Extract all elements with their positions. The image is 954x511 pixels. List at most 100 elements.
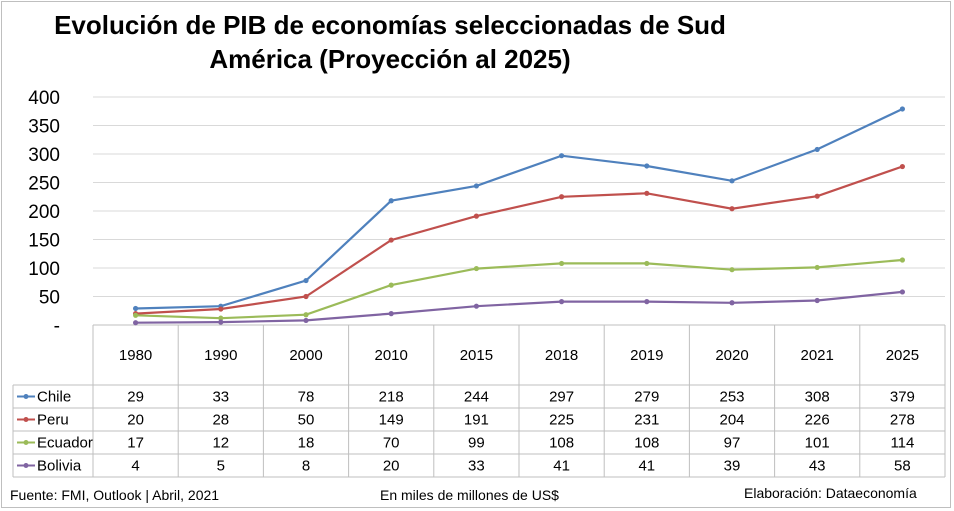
data-point-chile (559, 153, 565, 159)
data-point-ecuador (644, 260, 650, 267)
table-value: 225 (549, 412, 574, 429)
legend-label: Bolivia (37, 458, 82, 475)
data-point-ecuador (218, 315, 224, 321)
data-point-ecuador (729, 267, 735, 273)
table-value: 149 (379, 412, 404, 429)
table-value: 18 (298, 435, 315, 452)
series-line-chile (135, 108, 903, 310)
table-value: 253 (719, 389, 744, 406)
x-category-label: 2021 (801, 347, 834, 364)
data-point-peru (644, 190, 650, 196)
table-value: 99 (468, 435, 485, 452)
table-value: 226 (805, 412, 830, 429)
table-value: 218 (379, 389, 404, 406)
table-value: 279 (634, 389, 659, 406)
y-tick-label: 350 (28, 117, 60, 138)
data-point-chile (303, 277, 309, 284)
data-point-bolivia (559, 299, 565, 305)
table-value: 278 (890, 412, 915, 429)
y-tick-label: 200 (28, 202, 60, 223)
unit-note: En miles de millones de US$ (380, 487, 559, 503)
table-value: 78 (298, 389, 315, 406)
series-line-peru (135, 165, 903, 315)
legend-key-marker (23, 440, 29, 445)
data-point-bolivia (303, 317, 309, 324)
table-value: 58 (894, 458, 911, 475)
y-tick-label: 300 (28, 145, 60, 166)
series-line-bolivia (135, 290, 903, 324)
table-value: 108 (634, 435, 659, 452)
table-value: 4 (131, 458, 139, 475)
table-value: 244 (464, 389, 489, 406)
table-value: 20 (383, 458, 400, 475)
data-point-ecuador (559, 260, 565, 267)
data-point-peru (473, 213, 479, 219)
legend-key-marker (23, 463, 29, 468)
data-point-chile (899, 106, 906, 112)
data-point-chile (473, 183, 479, 189)
data-point-chile (729, 178, 735, 184)
y-tick-label: 250 (28, 174, 60, 195)
table-value: 114 (890, 435, 914, 452)
table-value: 20 (127, 412, 144, 429)
table-value: 43 (809, 458, 826, 475)
legend-key-marker (23, 394, 29, 399)
table-value: 101 (805, 435, 830, 452)
x-category-label: 2015 (460, 347, 493, 364)
table-value: 41 (638, 458, 655, 475)
table-value: 297 (549, 389, 574, 406)
x-category-label: 2020 (715, 347, 748, 364)
table-value: 97 (724, 435, 741, 452)
table-value: 5 (217, 458, 225, 475)
x-category-label: 1980 (119, 347, 152, 364)
table-value: 191 (464, 412, 489, 429)
data-point-ecuador (473, 265, 479, 272)
data-point-bolivia (218, 319, 224, 325)
data-point-chile (814, 146, 820, 153)
data-point-bolivia (388, 311, 394, 317)
data-point-chile (133, 305, 139, 312)
y-tick-label: 150 (28, 231, 60, 252)
data-point-peru (899, 163, 906, 170)
table-value: 108 (549, 435, 574, 452)
table-value: 12 (212, 435, 229, 452)
series-line-ecuador (135, 258, 903, 320)
table-value: 28 (212, 412, 229, 429)
table-value: 17 (127, 435, 144, 452)
table-value: 308 (805, 389, 830, 406)
x-category-label: 1990 (204, 347, 237, 364)
data-point-chile (388, 198, 394, 204)
x-category-label: 2018 (545, 347, 578, 364)
data-point-bolivia (814, 297, 820, 304)
table-value: 39 (724, 458, 741, 475)
data-point-peru (388, 237, 394, 243)
y-tick-label: 400 (28, 88, 60, 109)
y-tick-label: - (54, 316, 60, 337)
data-point-bolivia (133, 320, 139, 326)
data-point-peru (729, 206, 735, 212)
data-point-chile (644, 163, 650, 169)
data-point-peru (218, 306, 224, 312)
data-point-ecuador (814, 264, 820, 271)
table-value: 204 (719, 412, 744, 429)
table-value: 8 (302, 458, 310, 475)
data-point-ecuador (303, 312, 309, 318)
table-value: 70 (383, 435, 400, 452)
x-category-label: 2025 (886, 347, 919, 364)
x-category-label: 2010 (375, 347, 408, 364)
table-value: 50 (298, 412, 315, 429)
data-point-bolivia (473, 303, 479, 309)
data-point-ecuador (899, 257, 906, 263)
table-value: 231 (634, 412, 659, 429)
y-tick-label: 100 (28, 259, 60, 280)
data-point-bolivia (644, 299, 650, 305)
legend-label: Peru (37, 412, 69, 429)
x-category-label: 2000 (289, 347, 322, 364)
data-point-ecuador (133, 312, 139, 318)
y-tick-label: 50 (39, 288, 60, 309)
chart-title: Evolución de PIB de economías selecciona… (40, 8, 740, 76)
data-point-bolivia (899, 289, 906, 295)
table-value: 379 (890, 389, 915, 406)
